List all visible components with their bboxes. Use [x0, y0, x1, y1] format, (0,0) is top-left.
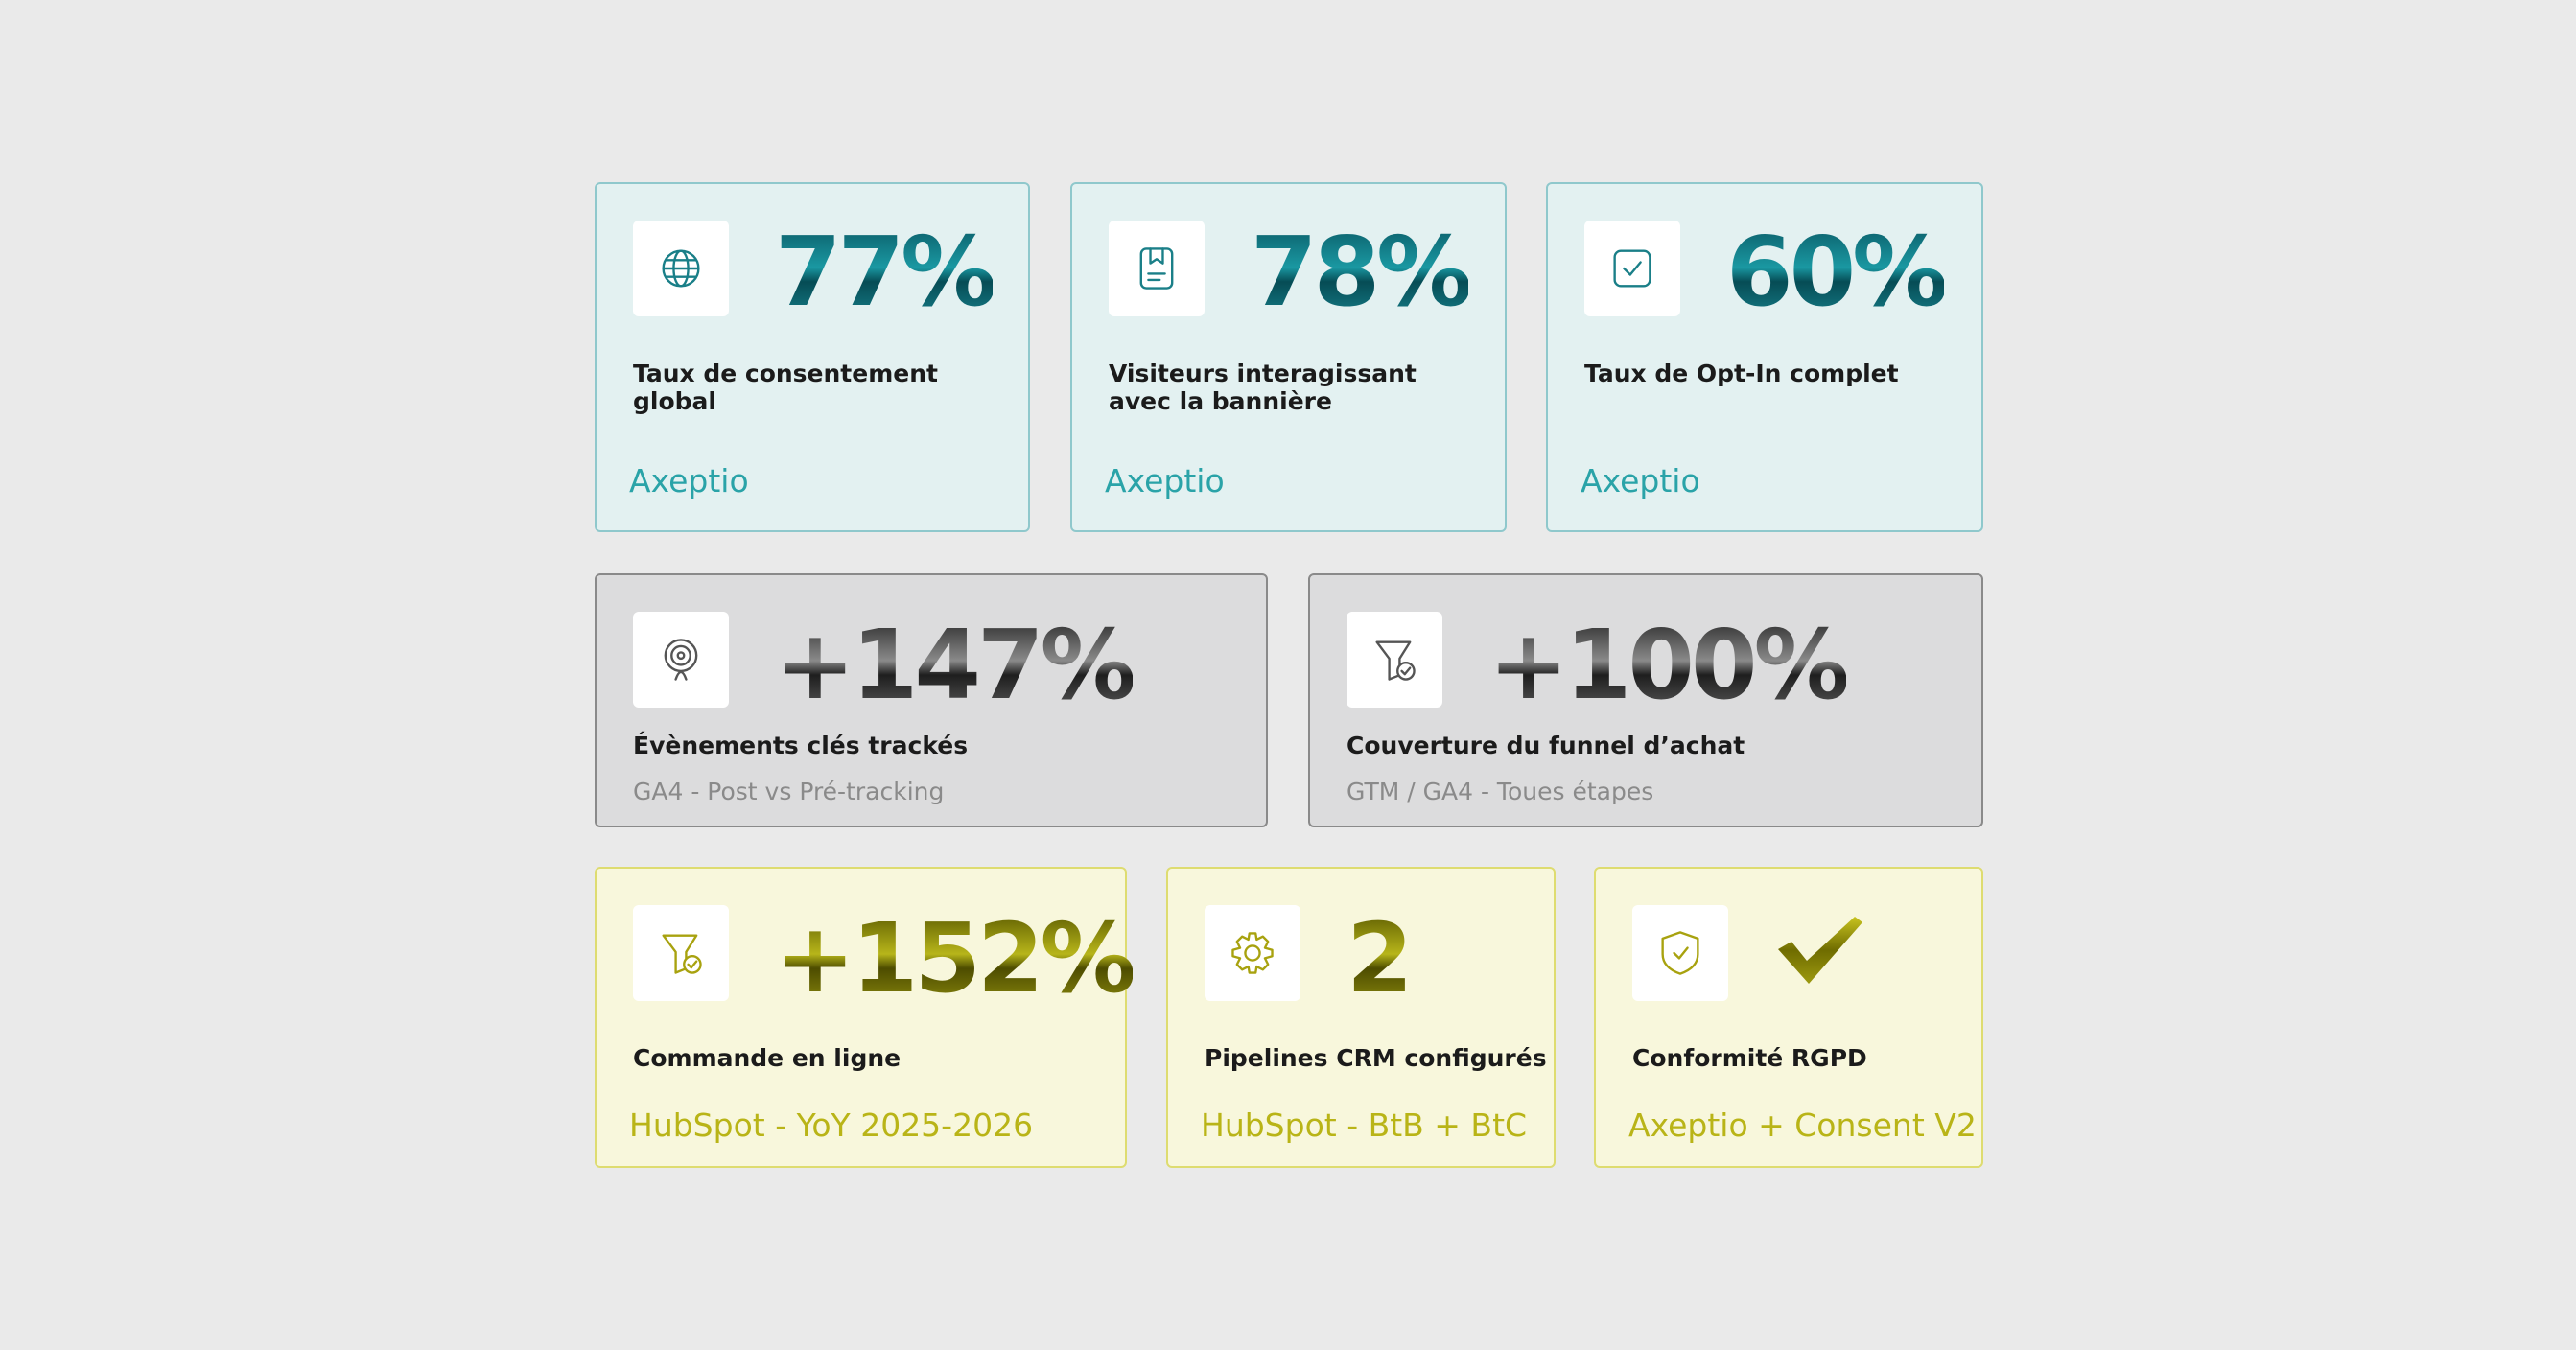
kpi-card: 60% Taux de Opt-In complet Axeptio: [1546, 182, 1983, 532]
kpi-label: Commande en ligne: [633, 1044, 902, 1072]
icon-glyph: [1139, 247, 1174, 290]
kpi-label: Taux de consentement global: [633, 360, 938, 415]
kpi-icon: [633, 905, 729, 1001]
kpi-source: Axeptio + Consent V2: [1628, 1106, 1977, 1144]
kpi-value: 77%: [775, 216, 996, 328]
kpi-label: Taux de Opt-In complet: [1584, 360, 1899, 387]
kpi-value: +152%: [775, 902, 1136, 1014]
icon-glyph: [1613, 249, 1651, 288]
kpi-card: +100% Couverture du funnel d’achat GTM / G…: [1308, 573, 1983, 827]
kpi-icon: [1632, 905, 1728, 1001]
check-mark: [1774, 911, 1866, 991]
kpi-card: Conformité RGPD Axeptio + Consent V2: [1594, 867, 1983, 1168]
kpi-label: Conformité RGPD: [1632, 1044, 1867, 1072]
kpi-value: +147%: [775, 609, 1136, 721]
icon-glyph: [662, 249, 700, 288]
kpi-icon: [1584, 221, 1680, 316]
kpi-value: +100%: [1488, 609, 1850, 721]
kpi-icon: [1205, 905, 1300, 1001]
kpi-card: 77% Taux de consentement global Axeptio: [595, 182, 1030, 532]
kpi-card: +147% Évènements clés trackés GA4 - Post v…: [595, 573, 1268, 827]
kpi-label: Visiteurs interagissant avec la bannière: [1109, 360, 1417, 415]
kpi-icon: [633, 612, 729, 708]
icon-glyph: [664, 639, 698, 681]
kpi-source: GTM / GA4 - Toues étapes: [1347, 778, 1654, 805]
kpi-icon: [1109, 221, 1205, 316]
kpi-card: 78% Visiteurs interagissant avec la banni…: [1070, 182, 1507, 532]
kpi-icon: [633, 221, 729, 316]
icon-glyph: [1231, 932, 1274, 974]
kpi-label: Pipelines CRM configurés: [1205, 1044, 1547, 1072]
kpi-source: HubSpot - YoY 2025-2026: [629, 1106, 1034, 1144]
kpi-icon: [1347, 612, 1442, 708]
kpi-source: Axeptio: [1581, 462, 1700, 500]
kpi-source: Axeptio: [629, 462, 749, 500]
kpi-value: 78%: [1251, 216, 1472, 328]
check-glyph: [1778, 917, 1862, 984]
kpi-label: Couverture du funnel d’achat: [1347, 732, 1745, 759]
kpi-label: Évènements clés trackés: [633, 732, 969, 759]
icon-glyph: [1375, 640, 1416, 681]
icon-glyph: [662, 934, 702, 974]
kpi-card: +152% Commande en ligne HubSpot - YoY 2025…: [595, 867, 1136, 1168]
kpi-source: Axeptio: [1105, 462, 1225, 500]
kpi-source: HubSpot - BtB + BtC: [1201, 1106, 1528, 1144]
kpi-value: 60%: [1726, 216, 1948, 328]
icon-glyph: [1661, 931, 1699, 975]
kpi-source: GA4 - Post vs Pré-tracking: [633, 778, 945, 805]
kpi-value: 2: [1347, 902, 1414, 1014]
kpi-card: 2 Pipelines CRM configurés HubSpot - BtB +…: [1166, 867, 1556, 1168]
